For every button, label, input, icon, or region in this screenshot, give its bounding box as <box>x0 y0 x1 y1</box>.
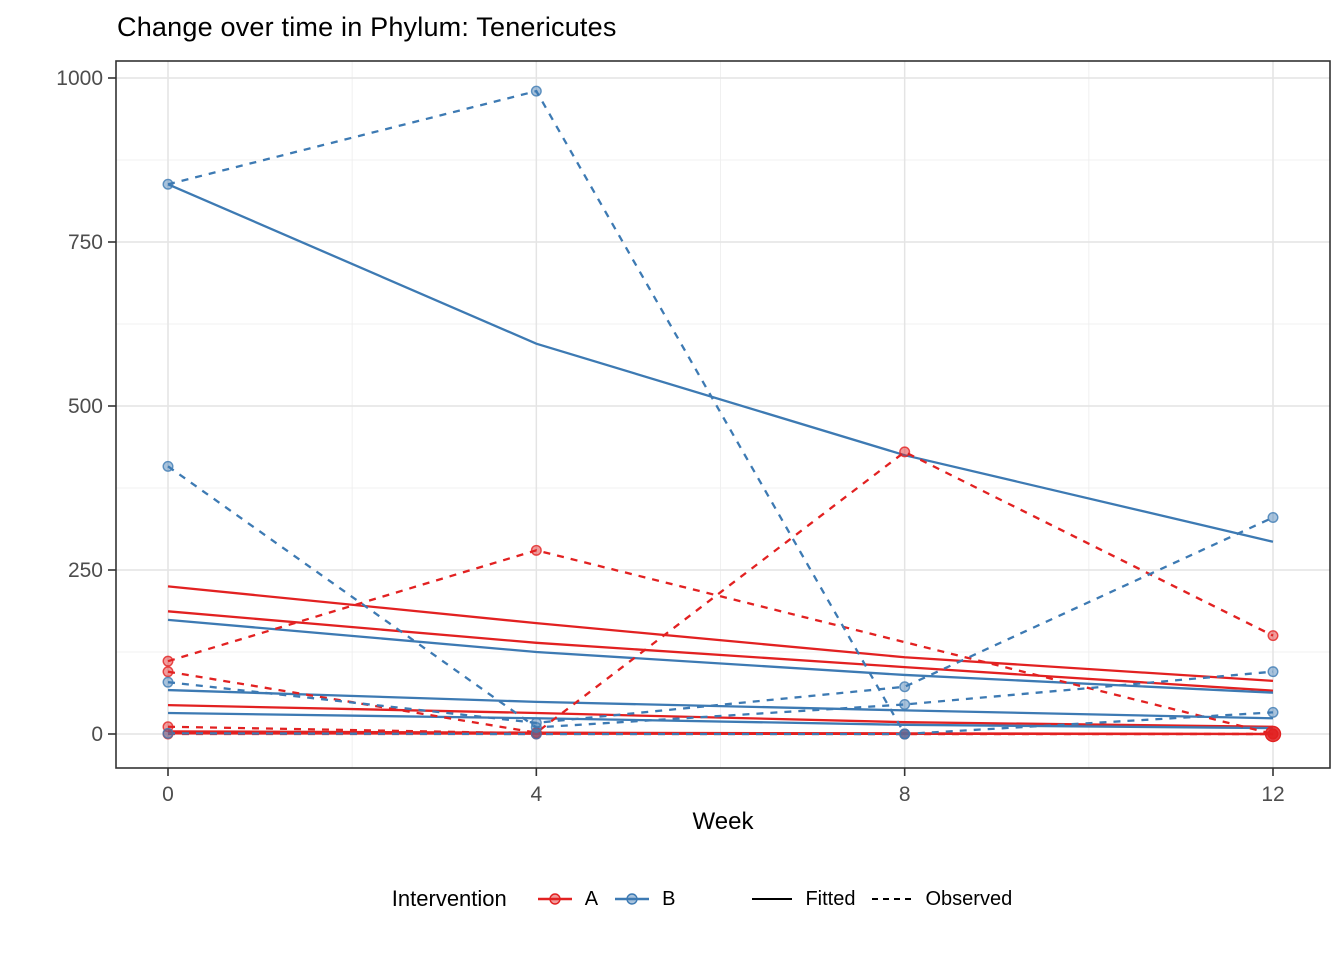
legend-item-group-a: A <box>535 888 598 911</box>
observed-point-a-observed-1 <box>162 655 174 667</box>
x-axis-title: Week <box>692 808 754 835</box>
observed-point-b-observed-2 <box>899 698 911 710</box>
x-tick-label: 4 <box>530 783 542 806</box>
y-tick-label: 750 <box>68 231 103 254</box>
observed-point-b-observed-4 <box>162 727 174 739</box>
observed-point-b-observed-1 <box>530 85 542 97</box>
legend-label-observed: Observed <box>925 887 1013 910</box>
legend-label-group-a: A <box>584 887 599 910</box>
series-line-b-observed-1 <box>167 89 1274 736</box>
observed-point-b-observed-4 <box>530 728 542 740</box>
observed-point-b-observed-4 <box>899 728 911 740</box>
observed-point-b-observed-3 <box>162 676 174 688</box>
observed-point-overlap <box>1264 725 1282 743</box>
x-tick-label: 12 <box>1261 783 1284 806</box>
chart-title: Change over time in Phylum: Tenericutes <box>117 12 617 42</box>
legend-title: Intervention <box>391 886 507 911</box>
series-line-a-fitted-1 <box>167 585 1274 683</box>
series-line-b-fitted-1 <box>167 183 1274 543</box>
legend-label-fitted: Fitted <box>805 887 856 910</box>
observed-point-b-observed-1 <box>162 178 174 190</box>
legend-key-b-icon <box>615 893 650 905</box>
chart-canvas: 0 250 500 750 1000 0 4 8 12 <box>56 60 1331 806</box>
observed-point-b-observed-3 <box>530 717 542 729</box>
series-line-a-fitted-3 <box>167 703 1274 728</box>
y-tick-label: 500 <box>68 395 103 418</box>
series-line-b-fitted-2 <box>167 618 1274 694</box>
observed-point-a-observed-2 <box>899 446 911 458</box>
observed-point-b-observed-3 <box>1267 512 1279 524</box>
observed-point-b-observed-3 <box>899 681 911 693</box>
y-tick-label: 250 <box>68 559 103 582</box>
legend: Intervention A B Fitted Ob <box>0 886 1344 912</box>
x-tick-label: 8 <box>899 783 911 806</box>
legend-label-group-b: B <box>662 887 676 910</box>
observed-point-b-observed-2 <box>162 460 174 472</box>
series-line-b-observed-3 <box>167 516 1274 725</box>
legend-key-a-icon <box>537 893 572 905</box>
observed-point-a-observed-2 <box>162 666 174 678</box>
series-line-b-fitted-3 <box>167 688 1274 720</box>
y-tick-label: 1000 <box>56 67 103 90</box>
y-tick-label: 0 <box>91 723 103 746</box>
observed-point-a-observed-2 <box>1267 630 1279 642</box>
legend-key-fitted-icon <box>752 898 793 900</box>
series-line-b-observed-4 <box>167 732 905 736</box>
observed-point-b-observed-1 <box>1267 706 1279 718</box>
legend-item-group-b: B <box>612 888 675 911</box>
legend-item-fitted: Fitted <box>749 888 855 911</box>
x-tick-label: 0 <box>162 783 174 806</box>
panel-border <box>115 60 1331 769</box>
series-line-a-observed-1 <box>167 549 1274 736</box>
series-line-a-fitted-2 <box>167 610 1274 692</box>
series-line-b-observed-2 <box>167 465 1274 729</box>
legend-item-observed: Observed <box>869 888 1012 911</box>
legend-key-observed-icon <box>872 898 913 900</box>
panel-background <box>116 61 1330 768</box>
series-line-b-fitted-4 <box>167 711 1274 730</box>
observed-point-b-observed-2 <box>1267 666 1279 678</box>
observed-point-a-observed-1 <box>530 544 542 556</box>
